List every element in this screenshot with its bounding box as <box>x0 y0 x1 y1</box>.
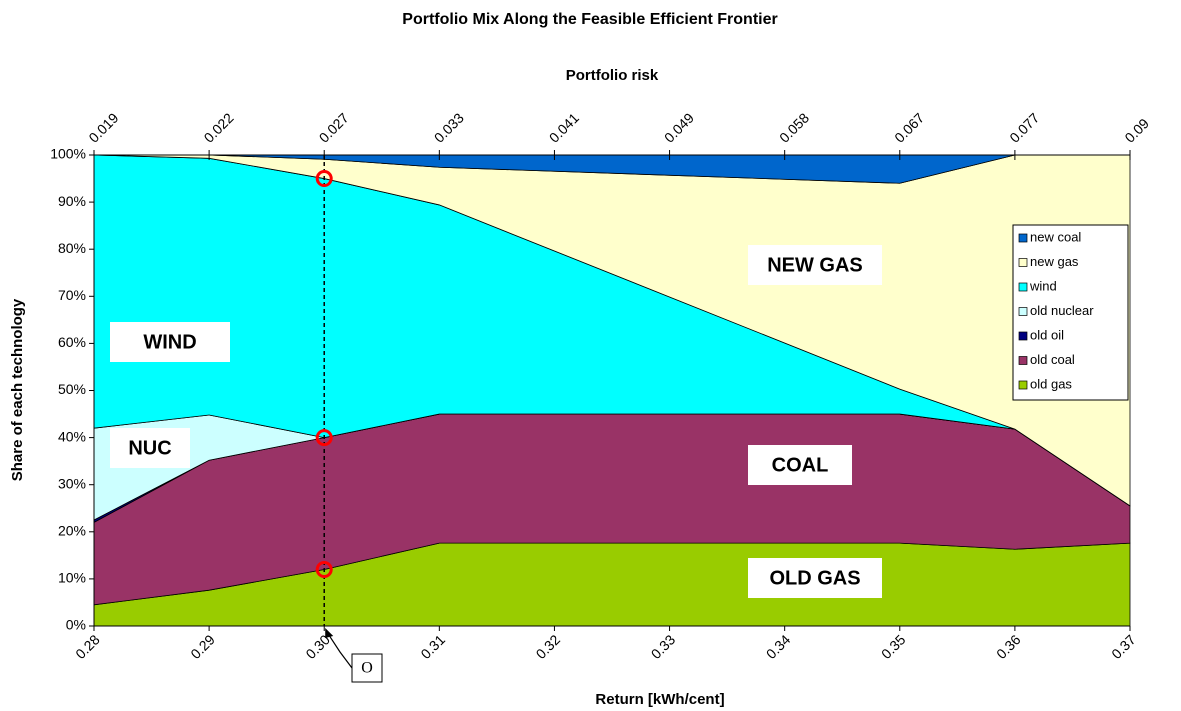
y-tick-label: 50% <box>58 381 86 397</box>
highlight-marker <box>315 560 333 578</box>
annotation-box <box>748 558 882 598</box>
y-tick-label: 80% <box>58 240 86 256</box>
x2-tick-label: 0.027 <box>316 110 352 146</box>
x-tick-label: 0.31 <box>417 631 448 662</box>
x2-axis-label: Portfolio risk <box>566 67 659 84</box>
x-tick-label: 0.28 <box>72 631 103 662</box>
x2-tick-label: 0.049 <box>661 110 697 146</box>
x-tick-label: 0.33 <box>648 631 679 662</box>
annotation: OLD GAS <box>769 567 860 589</box>
x2-tick-label: 0.077 <box>1006 110 1042 146</box>
annotation-box <box>110 428 190 468</box>
highlight-box <box>351 653 383 683</box>
legend-label: new gas <box>1030 254 1079 269</box>
annotation-box <box>748 445 852 485</box>
legend-swatch <box>1018 233 1028 243</box>
legend-swatch <box>1018 307 1028 316</box>
x2-tick-label: 0.09 <box>1121 115 1152 146</box>
legend-swatch <box>1018 258 1028 267</box>
y-tick-label: 0% <box>66 617 86 633</box>
annotation: COAL <box>772 454 829 476</box>
highlight-marker <box>315 170 333 188</box>
x-axis-label: Return [kWh/cent] <box>595 691 724 708</box>
legend-box <box>1012 224 1129 401</box>
y-tick-label: 30% <box>58 475 86 491</box>
y-tick-label: 40% <box>58 428 86 444</box>
legend: new coal new gas wind old nuclear old oil old… <box>1012 224 1129 401</box>
legend-swatch <box>1018 282 1028 292</box>
annotation: WIND <box>143 331 196 353</box>
x-tick-label: 0.36 <box>993 631 1024 662</box>
x2-tick-label: 0.041 <box>546 110 582 146</box>
y-tick-label: 90% <box>58 193 86 209</box>
x2-tick-label: 0.019 <box>85 110 121 146</box>
legend-swatch <box>1018 356 1028 365</box>
annotation-box <box>110 322 230 362</box>
legend-swatch <box>1018 331 1028 341</box>
annotation: NUC <box>128 437 171 459</box>
y-tick-label: 70% <box>58 287 86 303</box>
annotation: NEW GAS <box>767 254 863 276</box>
legend-label: old gas <box>1030 376 1072 391</box>
pointer-head <box>325 628 334 638</box>
chart-title: Portfolio Mix Along the Feasible Efficie… <box>402 11 777 28</box>
y-tick-label: 10% <box>58 570 86 586</box>
legend-label: old nuclear <box>1030 303 1094 318</box>
legend-label: new coal <box>1030 229 1081 244</box>
x-tick-label: 0.35 <box>878 631 909 662</box>
y-tick-label: 100% <box>50 146 86 162</box>
x2-tick-label: 0.058 <box>776 110 812 146</box>
x-tick-label: 0.29 <box>187 631 218 662</box>
highlight-label: O <box>361 660 373 677</box>
legend-swatch <box>1018 380 1028 390</box>
x2-tick-label: 0.067 <box>891 110 927 146</box>
y-tick-label: 20% <box>58 523 86 539</box>
x-tick-label: 0.34 <box>763 631 794 662</box>
pointer <box>327 633 353 669</box>
x-tick-label: 0.32 <box>533 631 564 662</box>
legend-label: old oil <box>1030 327 1064 342</box>
highlight-marker <box>315 429 333 447</box>
legend-label: wind <box>1029 278 1057 293</box>
x-tick-label: 0.37 <box>1108 631 1139 662</box>
annotation-box <box>748 245 882 285</box>
x2-tick-label: 0.033 <box>431 110 467 146</box>
y-axis-label: Share of each technology <box>9 298 26 481</box>
x2-tick-label: 0.022 <box>201 110 237 146</box>
y-tick-label: 60% <box>58 334 86 350</box>
legend-label: old coal <box>1030 352 1075 367</box>
